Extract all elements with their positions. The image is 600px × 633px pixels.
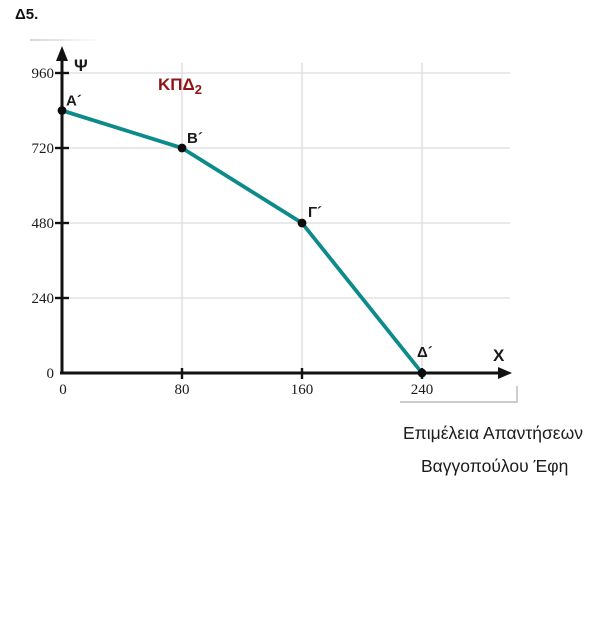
x-tick-label: 240 bbox=[411, 382, 434, 398]
curve-label: ΚΠΔ2 bbox=[158, 75, 202, 97]
data-point bbox=[57, 106, 67, 115]
data-point-label: Β´ bbox=[187, 130, 203, 147]
data-point bbox=[297, 218, 307, 228]
y-tick-label: 960 bbox=[32, 66, 55, 82]
y-tick-label: 720 bbox=[32, 141, 55, 157]
y-tick-label: 480 bbox=[32, 216, 55, 232]
data-point-label: Δ´ bbox=[417, 344, 433, 361]
divider-line bbox=[30, 39, 102, 41]
ppf-curve bbox=[60, 108, 424, 375]
x-tick-label: 160 bbox=[291, 382, 314, 398]
screenshot-artifact-box bbox=[400, 386, 518, 403]
data-point bbox=[417, 368, 427, 378]
y-tick-label: 240 bbox=[32, 291, 55, 307]
credit-line-1: Επιμέλεια Απαντήσεων bbox=[403, 423, 583, 443]
y-axis-arrow bbox=[56, 46, 68, 61]
x-tick-label: 80 bbox=[175, 382, 190, 398]
x-axis-title: Χ bbox=[493, 346, 505, 365]
data-point-label: Γ´ bbox=[308, 204, 322, 221]
exercise-label: Δ5. bbox=[15, 6, 39, 23]
y-tick-label: 0 bbox=[47, 366, 55, 382]
x-tick-label: 0 bbox=[59, 382, 67, 398]
data-point bbox=[177, 143, 187, 153]
credit-line-2: Βαγγοπούλου Έφη bbox=[421, 456, 569, 476]
data-point-label: Α´ bbox=[66, 93, 82, 110]
x-axis-arrow bbox=[498, 367, 512, 379]
y-axis-title: Ψ bbox=[74, 56, 88, 75]
